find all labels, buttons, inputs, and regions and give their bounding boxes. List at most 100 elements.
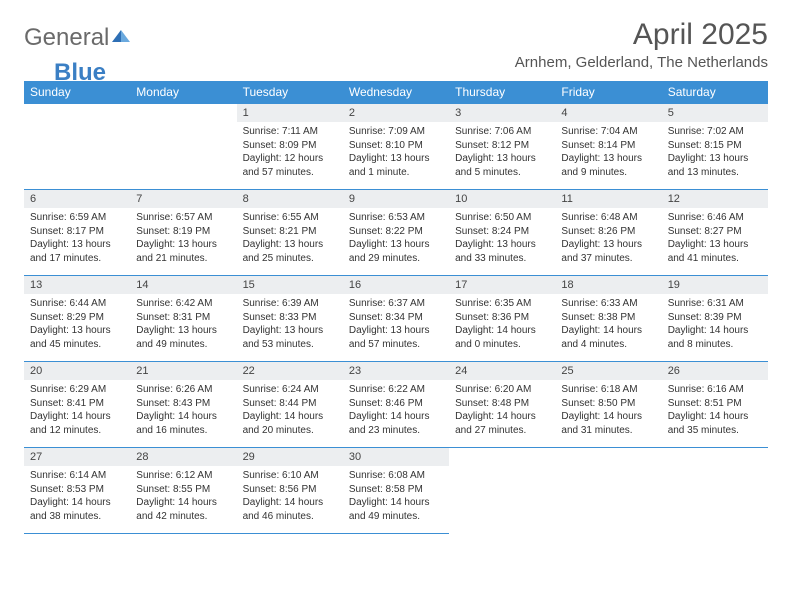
day-body: Sunrise: 6:14 AMSunset: 8:53 PMDaylight:… — [24, 466, 130, 526]
day-number: 2 — [343, 104, 449, 122]
day-day2: and 4 minutes. — [561, 338, 655, 352]
day-day1: Daylight: 13 hours — [136, 238, 230, 252]
calendar-day: 13Sunrise: 6:44 AMSunset: 8:29 PMDayligh… — [24, 276, 130, 362]
day-number: 25 — [555, 362, 661, 380]
day-sunset: Sunset: 8:09 PM — [243, 139, 337, 153]
title-block: April 2025 Arnhem, Gelderland, The Nethe… — [515, 18, 768, 71]
day-day1: Daylight: 13 hours — [561, 238, 655, 252]
day-day1: Daylight: 13 hours — [349, 324, 443, 338]
day-number: 5 — [662, 104, 768, 122]
day-number: 22 — [237, 362, 343, 380]
day-number: 4 — [555, 104, 661, 122]
day-sunset: Sunset: 8:53 PM — [30, 483, 124, 497]
day-sunset: Sunset: 8:12 PM — [455, 139, 549, 153]
day-header: Saturday — [662, 81, 768, 104]
day-body: Sunrise: 6:29 AMSunset: 8:41 PMDaylight:… — [24, 380, 130, 440]
calendar-day: 26Sunrise: 6:16 AMSunset: 8:51 PMDayligh… — [662, 362, 768, 448]
day-body: Sunrise: 6:42 AMSunset: 8:31 PMDaylight:… — [130, 294, 236, 354]
day-day1: Daylight: 13 hours — [455, 152, 549, 166]
day-day2: and 9 minutes. — [561, 166, 655, 180]
day-sunset: Sunset: 8:19 PM — [136, 225, 230, 239]
day-sunrise: Sunrise: 6:16 AM — [668, 383, 762, 397]
day-day2: and 38 minutes. — [30, 510, 124, 524]
day-sunrise: Sunrise: 6:55 AM — [243, 211, 337, 225]
day-number: 21 — [130, 362, 236, 380]
day-sunrise: Sunrise: 6:59 AM — [30, 211, 124, 225]
day-body: Sunrise: 6:53 AMSunset: 8:22 PMDaylight:… — [343, 208, 449, 268]
calendar-empty — [555, 448, 661, 534]
day-body: Sunrise: 6:31 AMSunset: 8:39 PMDaylight:… — [662, 294, 768, 354]
day-sunrise: Sunrise: 7:06 AM — [455, 125, 549, 139]
day-number: 29 — [237, 448, 343, 466]
day-day2: and 46 minutes. — [243, 510, 337, 524]
calendar-day: 16Sunrise: 6:37 AMSunset: 8:34 PMDayligh… — [343, 276, 449, 362]
day-number: 7 — [130, 190, 236, 208]
day-sunset: Sunset: 8:46 PM — [349, 397, 443, 411]
day-day1: Daylight: 13 hours — [349, 238, 443, 252]
logo-mark-icon — [111, 24, 131, 52]
day-sunset: Sunset: 8:22 PM — [349, 225, 443, 239]
day-header: Friday — [555, 81, 661, 104]
day-sunset: Sunset: 8:58 PM — [349, 483, 443, 497]
calendar-day: 27Sunrise: 6:14 AMSunset: 8:53 PMDayligh… — [24, 448, 130, 534]
day-sunrise: Sunrise: 6:24 AM — [243, 383, 337, 397]
day-day2: and 23 minutes. — [349, 424, 443, 438]
day-sunrise: Sunrise: 6:08 AM — [349, 469, 443, 483]
day-number: 27 — [24, 448, 130, 466]
day-number: 1 — [237, 104, 343, 122]
calendar-day: 2Sunrise: 7:09 AMSunset: 8:10 PMDaylight… — [343, 104, 449, 190]
day-number: 26 — [662, 362, 768, 380]
calendar-day: 7Sunrise: 6:57 AMSunset: 8:19 PMDaylight… — [130, 190, 236, 276]
day-sunset: Sunset: 8:50 PM — [561, 397, 655, 411]
day-sunset: Sunset: 8:33 PM — [243, 311, 337, 325]
day-sunset: Sunset: 8:51 PM — [668, 397, 762, 411]
calendar-day: 29Sunrise: 6:10 AMSunset: 8:56 PMDayligh… — [237, 448, 343, 534]
day-day1: Daylight: 14 hours — [136, 496, 230, 510]
day-body: Sunrise: 6:12 AMSunset: 8:55 PMDaylight:… — [130, 466, 236, 526]
brand-logo: General — [24, 24, 131, 52]
day-number: 6 — [24, 190, 130, 208]
day-day2: and 1 minute. — [349, 166, 443, 180]
day-header: Monday — [130, 81, 236, 104]
calendar-week: 20Sunrise: 6:29 AMSunset: 8:41 PMDayligh… — [24, 362, 768, 448]
day-day1: Daylight: 14 hours — [668, 410, 762, 424]
day-body: Sunrise: 6:24 AMSunset: 8:44 PMDaylight:… — [237, 380, 343, 440]
day-day1: Daylight: 14 hours — [243, 410, 337, 424]
day-body: Sunrise: 6:16 AMSunset: 8:51 PMDaylight:… — [662, 380, 768, 440]
calendar-body: 1Sunrise: 7:11 AMSunset: 8:09 PMDaylight… — [24, 104, 768, 534]
day-day2: and 49 minutes. — [349, 510, 443, 524]
day-header: Thursday — [449, 81, 555, 104]
calendar-day: 3Sunrise: 7:06 AMSunset: 8:12 PMDaylight… — [449, 104, 555, 190]
day-day1: Daylight: 14 hours — [561, 324, 655, 338]
day-sunset: Sunset: 8:24 PM — [455, 225, 549, 239]
calendar-day: 24Sunrise: 6:20 AMSunset: 8:48 PMDayligh… — [449, 362, 555, 448]
day-sunset: Sunset: 8:41 PM — [30, 397, 124, 411]
day-day1: Daylight: 13 hours — [561, 152, 655, 166]
day-body: Sunrise: 7:11 AMSunset: 8:09 PMDaylight:… — [237, 122, 343, 182]
calendar-day: 30Sunrise: 6:08 AMSunset: 8:58 PMDayligh… — [343, 448, 449, 534]
day-day1: Daylight: 13 hours — [349, 152, 443, 166]
calendar-day: 23Sunrise: 6:22 AMSunset: 8:46 PMDayligh… — [343, 362, 449, 448]
day-sunset: Sunset: 8:26 PM — [561, 225, 655, 239]
calendar-day: 11Sunrise: 6:48 AMSunset: 8:26 PMDayligh… — [555, 190, 661, 276]
day-number: 13 — [24, 276, 130, 294]
calendar-empty — [662, 448, 768, 534]
day-day1: Daylight: 14 hours — [30, 410, 124, 424]
day-number: 16 — [343, 276, 449, 294]
day-sunrise: Sunrise: 6:37 AM — [349, 297, 443, 311]
day-day2: and 53 minutes. — [243, 338, 337, 352]
day-header: Tuesday — [237, 81, 343, 104]
day-day2: and 45 minutes. — [30, 338, 124, 352]
day-body: Sunrise: 7:04 AMSunset: 8:14 PMDaylight:… — [555, 122, 661, 182]
day-sunset: Sunset: 8:36 PM — [455, 311, 549, 325]
day-sunrise: Sunrise: 6:39 AM — [243, 297, 337, 311]
day-sunset: Sunset: 8:44 PM — [243, 397, 337, 411]
day-body: Sunrise: 6:46 AMSunset: 8:27 PMDaylight:… — [662, 208, 768, 268]
calendar-week: 1Sunrise: 7:11 AMSunset: 8:09 PMDaylight… — [24, 104, 768, 190]
day-day2: and 49 minutes. — [136, 338, 230, 352]
calendar-day: 15Sunrise: 6:39 AMSunset: 8:33 PMDayligh… — [237, 276, 343, 362]
day-body: Sunrise: 6:55 AMSunset: 8:21 PMDaylight:… — [237, 208, 343, 268]
day-day1: Daylight: 13 hours — [668, 152, 762, 166]
day-day1: Daylight: 14 hours — [668, 324, 762, 338]
calendar-day: 17Sunrise: 6:35 AMSunset: 8:36 PMDayligh… — [449, 276, 555, 362]
